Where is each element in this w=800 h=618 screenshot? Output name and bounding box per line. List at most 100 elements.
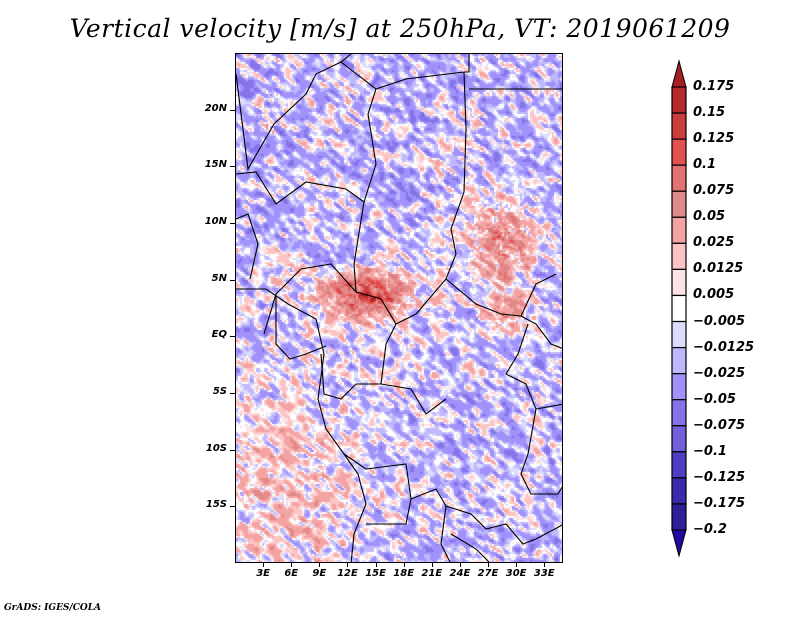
colorbar-label: −0.125 <box>693 469 746 485</box>
y-tick-label: EQ <box>211 329 227 341</box>
border-line <box>317 353 367 562</box>
colorbar-box <box>671 138 687 166</box>
colorbar-arrow-max <box>671 59 687 88</box>
x-tick-label: 3E <box>256 568 270 579</box>
border-line <box>340 61 465 90</box>
y-tick-mark <box>230 166 235 168</box>
x-tick-mark <box>403 563 405 567</box>
border-line <box>450 533 490 562</box>
border-line <box>505 323 529 375</box>
border-line <box>236 213 259 280</box>
border-line <box>275 294 327 360</box>
border-line <box>445 505 562 545</box>
colorbar-label: −0.05 <box>693 391 736 407</box>
border-line <box>343 453 451 562</box>
chart-title: Vertical velocity [m/s] at 250hPa, VT: 2… <box>69 14 731 43</box>
colorbar-label: 0.15 <box>693 105 726 121</box>
colorbar-box <box>671 425 687 453</box>
colorbar-box <box>671 503 687 531</box>
colorbar-box <box>671 346 687 375</box>
x-tick-mark <box>516 563 518 567</box>
y-tick-mark <box>230 506 235 508</box>
x-tick-mark <box>291 563 293 567</box>
y-tick-label: 20N <box>204 102 227 114</box>
colorbar-label: 0.175 <box>693 79 735 94</box>
y-tick-label: 15N <box>204 159 227 171</box>
colorbar-box <box>671 294 687 323</box>
colorbar-box <box>671 190 687 218</box>
border-line <box>236 288 325 355</box>
border-line <box>445 273 557 317</box>
border-line <box>236 171 365 205</box>
x-tick-mark <box>431 563 433 567</box>
colorbar-box <box>671 399 687 427</box>
x-tick-mark <box>375 563 377 567</box>
x-tick-label: 24E <box>449 568 471 579</box>
colorbar-box <box>671 477 687 505</box>
colorbar-label: −0.025 <box>693 365 746 381</box>
border-line <box>380 383 447 415</box>
colorbar-box <box>671 373 687 401</box>
x-tick-label: 12E <box>337 568 358 579</box>
x-tick-label: 27E <box>477 568 499 579</box>
x-tick-label: 9E <box>312 568 327 579</box>
border-line <box>366 498 412 525</box>
border-line <box>535 403 562 410</box>
colorbar-label: 0.025 <box>693 235 735 251</box>
x-tick-mark <box>488 563 490 567</box>
x-tick-mark <box>544 563 546 567</box>
y-tick-mark <box>230 393 235 394</box>
y-tick-label: 5S <box>212 386 227 397</box>
x-tick-label: 21E <box>421 568 443 579</box>
colorbar-label: −0.1 <box>693 443 727 459</box>
colorbar-label: −0.175 <box>693 495 746 511</box>
colorbar-label: 0.075 <box>693 183 735 199</box>
vertical-velocity-field <box>236 54 562 562</box>
colorbar-label: −0.005 <box>693 313 746 329</box>
y-tick-mark <box>230 223 235 224</box>
colorbar-box <box>671 320 687 349</box>
border-line <box>263 263 357 335</box>
colorbar-box <box>671 86 687 114</box>
y-tick-label: 5N <box>211 272 227 284</box>
colorbar-box <box>671 216 687 244</box>
map-plot-area <box>235 53 563 563</box>
x-tick-label: 15E <box>365 568 386 579</box>
x-tick-label: 30E <box>505 568 527 579</box>
y-tick-label: 10S <box>205 442 227 454</box>
y-tick-mark <box>230 109 235 111</box>
y-tick-label: 15S <box>205 499 227 511</box>
colorbar-label: 0.005 <box>693 287 735 303</box>
border-line <box>353 88 377 293</box>
y-tick-mark <box>230 449 235 451</box>
colorbar-label: 0.1 <box>693 157 717 173</box>
border-line <box>355 71 467 325</box>
x-tick-mark <box>459 563 461 567</box>
colorbar-box <box>671 164 687 192</box>
x-tick-label: 6E <box>284 568 299 579</box>
y-tick-mark <box>230 336 235 338</box>
country-borders <box>236 54 562 562</box>
colorbar-label: 0.05 <box>693 209 726 225</box>
colorbar-box <box>671 112 687 140</box>
colorbar-label: 0.0125 <box>693 261 744 277</box>
y-tick-label: 10N <box>204 216 227 227</box>
colorbar-arrow-min <box>671 529 687 558</box>
x-tick-mark <box>347 563 349 567</box>
x-tick-mark <box>263 563 265 567</box>
x-tick-label: 18E <box>393 568 415 579</box>
colorbar-label: −0.0125 <box>693 339 755 355</box>
border-line <box>320 323 397 400</box>
border-line <box>520 315 562 349</box>
colorbar-label: −0.075 <box>693 417 746 433</box>
colorbar-box <box>671 242 687 271</box>
border-line <box>505 373 562 495</box>
colorbar-box <box>671 451 687 479</box>
colorbar-label: 0.125 <box>693 131 735 147</box>
x-tick-mark <box>319 563 321 567</box>
x-tick-label: 33E <box>533 568 555 579</box>
colorbar-box <box>671 268 687 297</box>
y-tick-mark <box>230 279 235 281</box>
colorbar-label: −0.2 <box>693 522 727 537</box>
